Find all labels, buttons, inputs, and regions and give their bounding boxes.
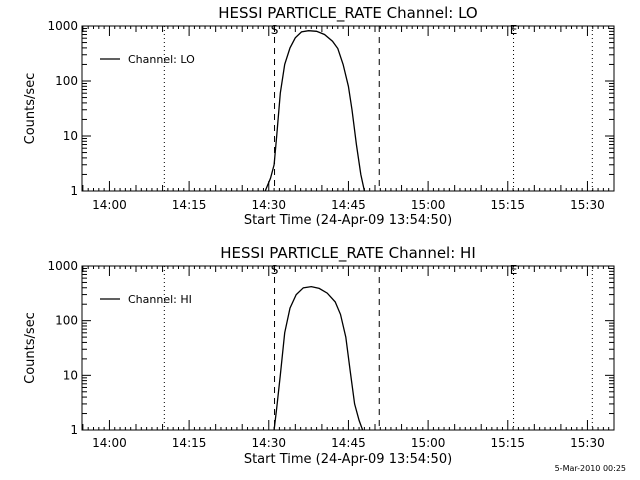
x-tick-label: 14:45 [331,436,366,450]
series-line [264,30,366,192]
x-tick-label: 15:30 [570,436,605,450]
x-tick-label: 15:00 [411,198,446,212]
plot-frame [81,265,615,431]
x-tick-label: 14:30 [251,198,286,212]
y-axis-label: Counts/sec [23,73,38,145]
y-tick-label: 100 [55,314,78,328]
y-tick-label: 100 [55,74,78,88]
chart-panel-hi: HESSI PARTICLE_RATE Channel: HI 1 10 100 100… [23,244,615,467]
x-tick-label: 15:00 [411,436,446,450]
marker-label: E [510,23,518,37]
x-tick-label: 14:00 [92,436,127,450]
y-tick-label: 1000 [47,259,78,273]
series-line [273,285,364,431]
marker-label: E [510,263,518,277]
plot-frame [81,25,615,192]
x-tick-label: 14:30 [251,436,286,450]
x-tick-label: 14:15 [172,436,207,450]
footer-timestamp: 5-Mar-2010 00:25 [554,464,626,473]
x-tick-label: 14:00 [92,198,127,212]
x-axis-label: Start Time (24-Apr-09 13:54:50) [244,213,452,228]
x-tick-label: 15:15 [490,436,525,450]
x-tick-label: 14:15 [172,198,207,212]
y-axis-label: Counts/sec [23,312,38,384]
y-tick-label: 1 [70,184,78,198]
marker-label: S [271,23,279,37]
legend-label: Channel: LO [128,53,195,66]
legend-label: Channel: HI [128,293,192,306]
chart-title: HESSI PARTICLE_RATE Channel: LO [218,4,477,23]
x-axis-label: Start Time (24-Apr-09 13:54:50) [244,452,452,467]
y-tick-label: 10 [63,368,78,382]
marker-label: S [271,263,279,277]
y-tick-label: 10 [63,129,78,143]
chart-title: HESSI PARTICLE_RATE Channel: HI [220,244,476,263]
y-tick-label: 1000 [47,19,78,33]
x-tick-label: 15:30 [570,198,605,212]
y-tick-label: 1 [70,423,78,437]
chart-panel-lo: HESSI PARTICLE_RATE Channel: LO 1 10 100 100… [23,4,615,228]
x-tick-label: 15:15 [490,198,525,212]
x-tick-label: 14:45 [331,198,366,212]
